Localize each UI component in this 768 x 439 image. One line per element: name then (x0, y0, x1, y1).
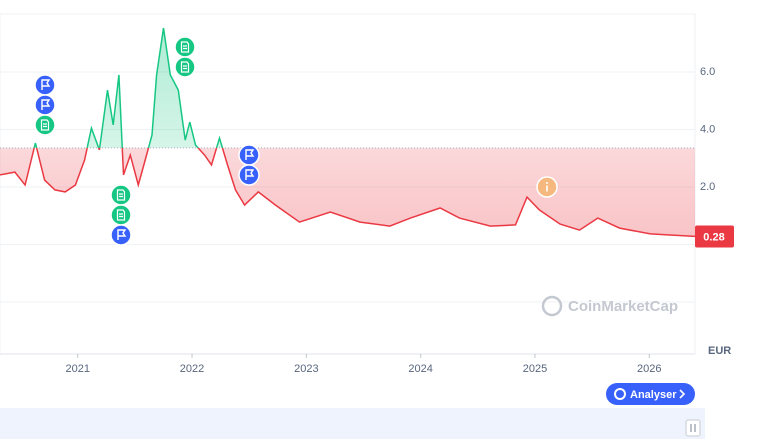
navigator (0, 408, 705, 439)
event-marker (174, 56, 196, 78)
button-label[interactable]: Analyser (630, 389, 677, 401)
info-dot (546, 182, 548, 184)
event-marker (34, 94, 56, 116)
price-line-up (33, 27, 224, 148)
y-tick-label: 6.0 (700, 66, 715, 78)
event-marker (238, 144, 260, 166)
watermark: CoinMarketCap (541, 295, 678, 317)
info-glyph (546, 185, 548, 192)
x-tick-label: 2023 (294, 363, 318, 375)
event-marker (110, 184, 132, 206)
x-tick-label: 2025 (523, 363, 547, 375)
x-tick-label: 2021 (65, 363, 89, 375)
x-tick-label: 2026 (637, 363, 661, 375)
flag-glyph (41, 99, 51, 110)
x-tick-label: 2024 (408, 363, 432, 375)
event-marker (34, 114, 56, 136)
watermark-text: CoinMarketCap (568, 298, 678, 315)
y-tick-label: 4.0 (700, 123, 715, 135)
event-marker (110, 224, 132, 246)
doc-glyph (180, 41, 190, 53)
flag-glyph (117, 229, 127, 240)
currency-label: EUR (708, 345, 731, 357)
flag-glyph (245, 169, 255, 180)
doc-glyph (116, 189, 126, 201)
event-markers[interactable] (34, 36, 558, 246)
flag-glyph (41, 79, 51, 90)
y-tick-label: 2.0 (700, 181, 715, 193)
event-marker (238, 164, 260, 186)
last-price-box (695, 225, 734, 248)
area-down (0, 147, 695, 237)
price-line (0, 147, 695, 238)
navigator-handle[interactable] (685, 419, 701, 437)
plot: 2.0 4.0 6.0 2021 2022 2023 2024 2025 2026 0.28 (0, 27, 734, 375)
event-marker (110, 204, 132, 226)
x-tick-label: 2022 (180, 363, 204, 375)
analyser-button[interactable]: Analyser (606, 383, 695, 405)
area-up (34, 28, 223, 148)
doc-glyph (180, 61, 190, 73)
last-price-label: 0.28 (703, 231, 724, 243)
event-marker (34, 74, 56, 96)
event-marker (174, 36, 196, 58)
doc-glyph (40, 119, 50, 131)
flag-glyph (245, 149, 255, 160)
doc-glyph (116, 209, 126, 221)
